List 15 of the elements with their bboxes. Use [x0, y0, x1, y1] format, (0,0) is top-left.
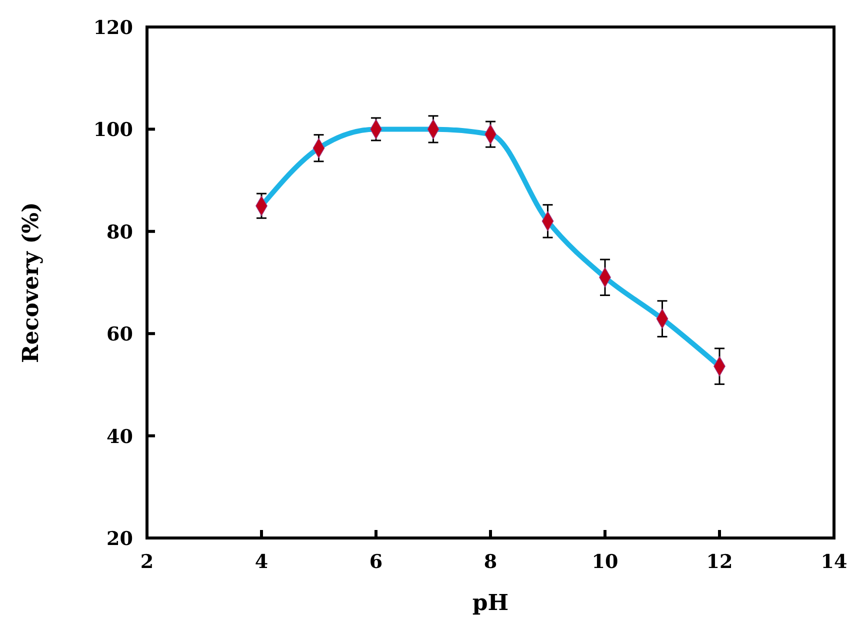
y-axis-title: Recovery (%): [18, 202, 44, 363]
y-tick-label: 60: [106, 324, 133, 346]
y-tick-label: 40: [106, 426, 133, 448]
x-tick-label: 6: [369, 551, 383, 573]
x-tick-label: 8: [484, 551, 498, 573]
x-tick-label: 12: [706, 551, 733, 573]
y-tick-label: 120: [93, 17, 133, 39]
x-axis-title: pH: [472, 590, 509, 616]
y-tick-label: 20: [106, 528, 133, 550]
x-tick-label: 10: [592, 551, 618, 573]
y-tick-label: 80: [106, 221, 133, 244]
x-tick-label: 4: [254, 551, 268, 573]
x-tick-label: 14: [820, 551, 848, 573]
x-tick-label: 2: [140, 551, 154, 573]
y-tick-label: 100: [93, 119, 133, 142]
